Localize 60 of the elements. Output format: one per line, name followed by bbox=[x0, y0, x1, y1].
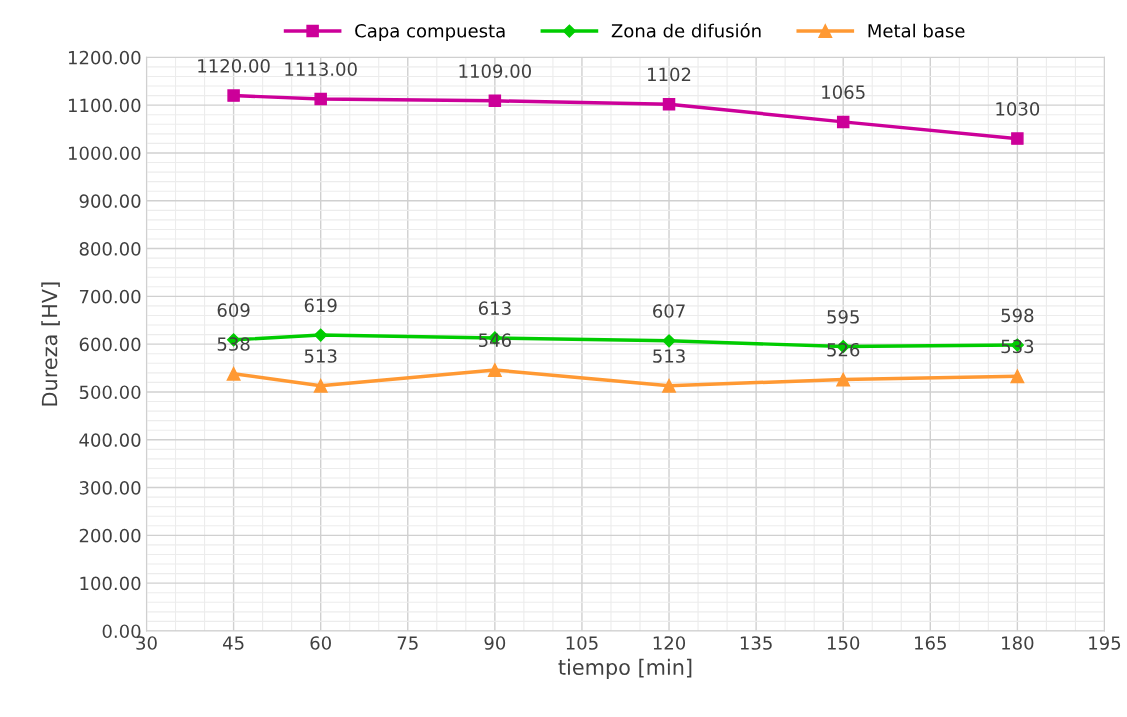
x-tick-label: 105 bbox=[566, 636, 598, 650]
data-label: 546 bbox=[479, 333, 511, 348]
y-tick-label: 800.00 bbox=[79, 242, 141, 256]
x-tick-label: 165 bbox=[915, 636, 946, 650]
y-tick-label: 500.00 bbox=[79, 385, 141, 400]
data-label: 619 bbox=[304, 298, 337, 313]
x-tick-label: 135 bbox=[740, 636, 772, 650]
y-tick-label: 1000.00 bbox=[68, 146, 141, 161]
y-tick-label: 900.00 bbox=[79, 194, 141, 208]
point bbox=[662, 378, 676, 393]
data-label: 1109.00 bbox=[459, 64, 531, 78]
data-label: 1102 bbox=[648, 67, 691, 82]
point bbox=[836, 372, 851, 387]
y-tick-label: 300.00 bbox=[79, 481, 141, 495]
x-tick-label: 60 bbox=[310, 636, 331, 650]
data-label: 1030 bbox=[996, 102, 1040, 116]
data-label: 595 bbox=[827, 309, 859, 324]
x-tick-label: 45 bbox=[222, 636, 244, 650]
point bbox=[314, 328, 328, 342]
legend-label: Metal base bbox=[868, 23, 965, 38]
point bbox=[1010, 369, 1025, 384]
y-tick-label: 200.00 bbox=[79, 528, 141, 543]
y-tick-label: 0.00 bbox=[102, 624, 141, 639]
x-axis-title: tiempo [min] bbox=[558, 658, 692, 680]
x-tick-label: 30 bbox=[136, 636, 157, 650]
y-tick-label: 1200.00 bbox=[68, 50, 141, 65]
y-tick-label: 400.00 bbox=[79, 433, 141, 447]
point bbox=[487, 363, 502, 377]
x-tick-label: 90 bbox=[484, 636, 506, 650]
point bbox=[1011, 132, 1024, 145]
y-axis-title: Dureza [HV] bbox=[41, 282, 60, 406]
data-label: 613 bbox=[478, 301, 511, 315]
x-tick-label: 75 bbox=[397, 636, 418, 650]
data-label: 1065 bbox=[822, 85, 865, 99]
x-tick-label: 150 bbox=[827, 636, 860, 650]
point bbox=[662, 97, 676, 111]
data-label: 607 bbox=[653, 304, 685, 318]
legend-label: Zona de difusión bbox=[611, 22, 761, 38]
x-tick-label: 180 bbox=[1002, 636, 1034, 650]
point bbox=[662, 334, 676, 348]
point bbox=[313, 378, 328, 393]
y-tick-label: 600.00 bbox=[79, 337, 141, 352]
point bbox=[227, 89, 240, 102]
x-tick-label: 120 bbox=[653, 636, 686, 650]
data-label: 513 bbox=[653, 349, 685, 363]
point bbox=[836, 115, 850, 129]
data-label: 538 bbox=[217, 337, 250, 351]
data-label: 609 bbox=[217, 303, 250, 317]
point bbox=[488, 94, 502, 108]
y-tick-label: 100.00 bbox=[80, 576, 141, 591]
data-label: 598 bbox=[1001, 308, 1034, 323]
legend-label: Capa compuesta bbox=[355, 23, 505, 42]
point bbox=[314, 92, 327, 106]
y-tick-label: 700.00 bbox=[79, 289, 141, 304]
y-tick-label: 1100.00 bbox=[68, 98, 141, 113]
data-label: 513 bbox=[304, 349, 337, 363]
point bbox=[226, 366, 241, 381]
x-tick-label: 195 bbox=[1089, 636, 1121, 650]
data-label: 1120.00 bbox=[198, 59, 270, 73]
data-label: 1113.00 bbox=[285, 62, 357, 76]
